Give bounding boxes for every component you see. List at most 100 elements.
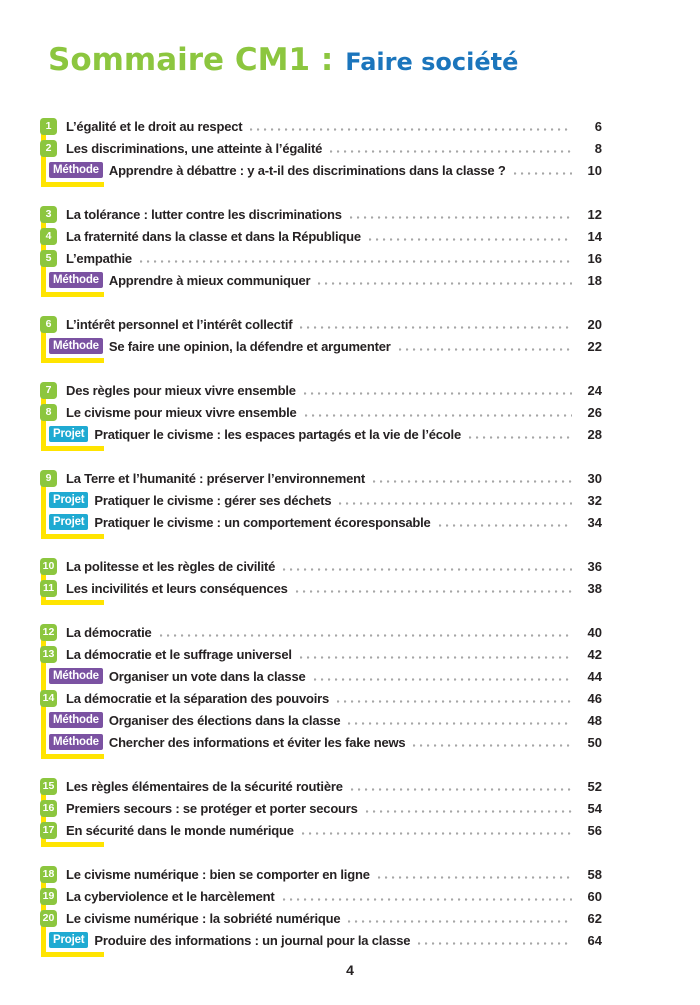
toc-group: 15 Les règles élémentaires de la sécurité… xyxy=(40,775,602,847)
toc-row: Méthode Apprendre à débattre : y a-t-il d… xyxy=(40,159,602,181)
lesson-number-badge: 9 xyxy=(40,469,57,487)
toc-entry-label: Organiser des élections dans la classe xyxy=(108,712,341,728)
toc-row: 6 L’intérêt personnel et l’intérêt collec… xyxy=(40,313,602,335)
toc-entry-label: La Terre et l’humanité : préserver l’env… xyxy=(66,470,365,486)
toc-entry-label: Organiser un vote dans la classe xyxy=(108,668,306,684)
dotted-leader xyxy=(418,942,572,945)
methode-badge: Méthode xyxy=(49,734,103,750)
dotted-leader xyxy=(337,700,572,703)
dotted-leader xyxy=(339,502,572,505)
dotted-leader xyxy=(348,722,572,725)
group-bracket-horizontal xyxy=(40,358,104,363)
projet-badge: Projet xyxy=(49,426,89,442)
dotted-leader xyxy=(368,238,572,241)
dotted-leader xyxy=(300,326,572,329)
toc-page-number: 50 xyxy=(587,734,602,750)
dotted-leader xyxy=(348,920,572,923)
toc-page-number: 18 xyxy=(587,272,602,288)
lesson-number-badge: 18 xyxy=(40,865,57,883)
toc-row: Méthode Organiser un vote dans la classe 4… xyxy=(40,665,602,687)
toc-entry-label: La fraternité dans la classe et dans la … xyxy=(66,228,361,244)
methode-badge: Méthode xyxy=(49,668,103,684)
lesson-number-badge: 19 xyxy=(40,887,57,905)
toc-page-number: 22 xyxy=(587,338,602,354)
dotted-leader xyxy=(139,260,572,263)
toc-entry-label: L’empathie xyxy=(66,250,132,266)
dotted-leader xyxy=(350,788,572,791)
toc-page-number: 26 xyxy=(587,404,602,420)
toc-group: 7 Des règles pour mieux vivre ensemble 24 8… xyxy=(40,379,602,451)
dotted-leader xyxy=(301,832,572,835)
toc-page-number: 12 xyxy=(587,206,602,222)
methode-badge: Méthode xyxy=(49,338,103,354)
group-bracket-vertical xyxy=(40,398,46,451)
toc-page-number: 36 xyxy=(587,558,602,574)
toc-row: 12 La démocratie 40 xyxy=(40,621,602,643)
toc-row: Projet Pratiquer le civisme : un comporte… xyxy=(40,511,602,533)
methode-badge: Méthode xyxy=(49,712,103,728)
group-bracket-horizontal xyxy=(40,534,104,539)
toc-row: 3 La tolérance : lutter contre les discri… xyxy=(40,203,602,225)
toc-entry-label: Pratiquer le civisme : un comportement é… xyxy=(94,514,431,530)
dotted-leader xyxy=(283,568,572,571)
toc-row: 18 Le civisme numérique : bien se comport… xyxy=(40,863,602,885)
lesson-number-badge: 20 xyxy=(40,909,57,927)
toc-page-number: 40 xyxy=(587,624,602,640)
toc-row: 9 La Terre et l’humanité : préserver l’en… xyxy=(40,467,602,489)
toc-row: Méthode Organiser des élections dans la c… xyxy=(40,709,602,731)
dotted-leader xyxy=(438,524,572,527)
toc-page-number: 56 xyxy=(587,822,602,838)
toc-row: 7 Des règles pour mieux vivre ensemble 24 xyxy=(40,379,602,401)
lesson-number-badge: 5 xyxy=(40,249,57,267)
toc-entry-label: Le civisme pour mieux vivre ensemble xyxy=(66,404,297,420)
lesson-number-badge: 15 xyxy=(40,777,57,795)
toc-entry-label: La démocratie et le suffrage universel xyxy=(66,646,292,662)
toc-entry-label: Chercher des informations et éviter les … xyxy=(108,734,406,750)
group-bracket-vertical xyxy=(40,134,46,187)
toc-entry-label: Le civisme numérique : bien se comporter… xyxy=(66,866,370,882)
group-bracket-horizontal xyxy=(40,182,104,187)
lesson-number-badge: 10 xyxy=(40,557,57,575)
lesson-number-badge: 3 xyxy=(40,205,57,223)
toc-page-number: 58 xyxy=(587,866,602,882)
toc-entry-label: Les règles élémentaires de la sécurité r… xyxy=(66,778,343,794)
toc-page-number: 14 xyxy=(587,228,602,244)
toc-page-number: 42 xyxy=(587,646,602,662)
group-bracket-vertical xyxy=(40,332,46,363)
dotted-leader xyxy=(299,656,572,659)
toc-group: 12 La démocratie 40 13 La démocratie et le s… xyxy=(40,621,602,759)
toc-row: 13 La démocratie et le suffrage universel… xyxy=(40,643,602,665)
lesson-number-badge: 17 xyxy=(40,821,57,839)
toc-group: 3 La tolérance : lutter contre les discri… xyxy=(40,203,602,297)
dotted-leader xyxy=(318,282,572,285)
toc-entry-label: Des règles pour mieux vivre ensemble xyxy=(66,382,296,398)
toc-row: Projet Pratiquer le civisme : gérer ses d… xyxy=(40,489,602,511)
toc-entry-label: Se faire une opinion, la défendre et arg… xyxy=(108,338,391,354)
dotted-leader xyxy=(282,898,572,901)
toc-page-number: 30 xyxy=(587,470,602,486)
toc-row: Méthode Apprendre à mieux communiquer 18 xyxy=(40,269,602,291)
toc-row: 16 Premiers secours : se protéger et port… xyxy=(40,797,602,819)
group-bracket-horizontal xyxy=(40,952,104,957)
toc-page-number: 34 xyxy=(587,514,602,530)
toc-entry-label: Pratiquer le civisme : gérer ses déchets xyxy=(94,492,332,508)
group-bracket-horizontal xyxy=(40,446,104,451)
toc-page-number: 28 xyxy=(587,426,602,442)
toc-row: 1 L’égalité et le droit au respect 6 xyxy=(40,115,602,137)
projet-badge: Projet xyxy=(49,514,89,530)
toc-entry-label: L’intérêt personnel et l’intérêt collect… xyxy=(66,316,293,332)
group-bracket-vertical xyxy=(40,794,46,847)
toc-row: 15 Les règles élémentaires de la sécurité… xyxy=(40,775,602,797)
dotted-leader xyxy=(159,634,572,637)
toc-row: 10 La politesse et les règles de civilité… xyxy=(40,555,602,577)
toc: 1 L’égalité et le droit au respect 6 2 Les d… xyxy=(40,115,602,973)
lesson-number-badge: 12 xyxy=(40,623,57,641)
group-bracket-horizontal xyxy=(40,292,104,297)
toc-entry-label: Apprendre à mieux communiquer xyxy=(108,272,311,288)
toc-entry-label: La démocratie et la séparation des pouvo… xyxy=(66,690,330,706)
toc-row: 14 La démocratie et la séparation des pou… xyxy=(40,687,602,709)
toc-page-number: 16 xyxy=(587,250,602,266)
toc-page-number: 46 xyxy=(587,690,602,706)
lesson-number-badge: 1 xyxy=(40,117,57,135)
